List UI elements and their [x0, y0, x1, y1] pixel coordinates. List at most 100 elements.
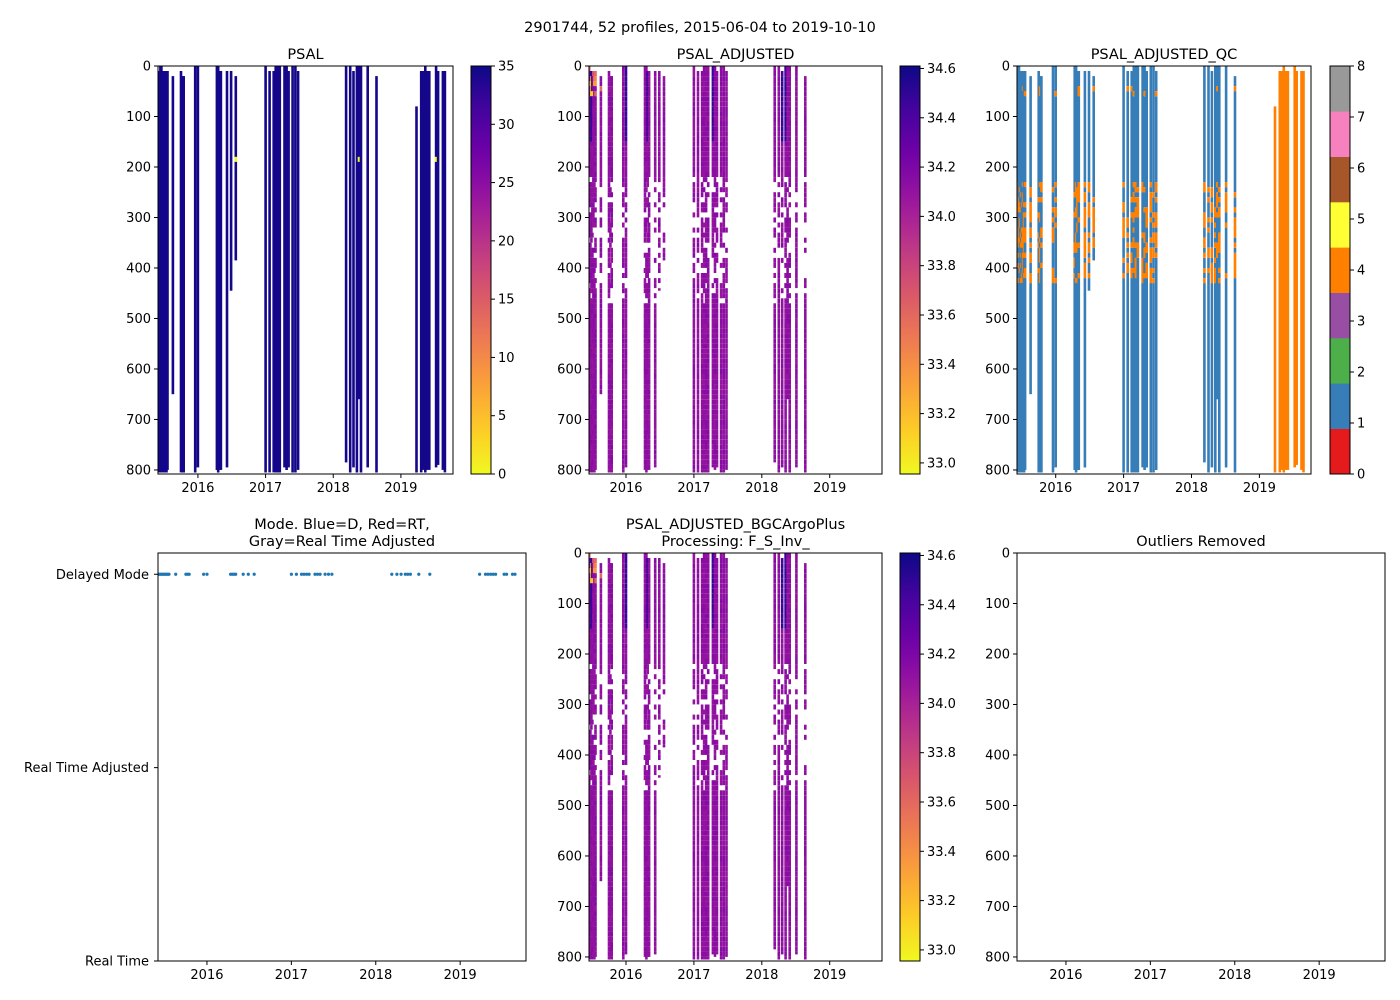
profile-cell — [804, 237, 807, 243]
profile-cell — [784, 187, 787, 193]
profile-cell — [653, 583, 657, 589]
profile-cell — [594, 946, 597, 952]
profile-cell — [646, 911, 649, 917]
profile-cell — [645, 901, 648, 907]
profile-cell — [646, 121, 649, 127]
profile-cell — [622, 583, 625, 589]
profile-cell — [777, 343, 781, 349]
profile-cell — [700, 298, 704, 304]
profile-cell — [804, 323, 807, 329]
profile-cell — [645, 638, 648, 644]
profile-cell — [653, 419, 657, 425]
profile-cell — [645, 227, 648, 233]
profile-cell — [647, 901, 651, 907]
profile-cell — [1083, 278, 1087, 468]
profile-cell — [607, 911, 611, 917]
profile-cell — [1029, 222, 1032, 228]
profile-cell — [704, 379, 708, 390]
profile-cell — [599, 177, 603, 183]
profile-cell — [643, 454, 647, 460]
profile-cell — [643, 931, 647, 937]
profile-cell — [1214, 283, 1217, 473]
profile-cell — [725, 434, 728, 440]
profile-cell — [788, 414, 791, 420]
profile-cell — [700, 161, 704, 167]
profile-cell — [622, 840, 625, 846]
profile-cell — [586, 96, 589, 101]
profile-cell — [607, 348, 611, 354]
profile-cell — [609, 770, 612, 776]
profile-cell — [788, 252, 791, 258]
profile-cell — [784, 71, 787, 76]
profile-cell — [647, 288, 651, 294]
profile-cell — [1134, 247, 1138, 258]
profile-cell — [773, 384, 776, 390]
profile-cell — [1152, 268, 1155, 273]
profile-cell — [622, 414, 625, 420]
profile-cell — [653, 177, 657, 183]
profile-cell — [1134, 182, 1138, 193]
profile-cell — [599, 197, 603, 208]
profile-cell — [645, 553, 648, 558]
profile-cell — [594, 192, 597, 198]
profile-cell — [786, 328, 789, 334]
profile-cell — [784, 121, 787, 132]
profile-cell — [1077, 222, 1081, 243]
profile-cell — [646, 941, 649, 947]
profile-cell — [653, 187, 657, 193]
profile-cell — [725, 303, 728, 309]
profile-cell — [586, 694, 589, 699]
profile-cell — [702, 394, 706, 400]
profile-cell — [229, 71, 233, 291]
profile-cell — [725, 409, 728, 420]
profile-cell — [646, 358, 649, 364]
profile-cell — [711, 348, 715, 354]
profile-cell — [594, 845, 597, 851]
profile-cell — [594, 187, 597, 193]
profile-cell — [594, 207, 597, 213]
profile-cell — [795, 384, 798, 390]
profile-cell — [609, 906, 612, 912]
profile-cell — [624, 623, 628, 629]
profile-cell — [592, 734, 595, 740]
profile-cell — [784, 470, 787, 473]
profile-cell — [599, 835, 603, 841]
profile-cell — [607, 222, 611, 228]
profile-cell — [622, 197, 625, 203]
profile-cell — [784, 111, 787, 117]
profile-cell — [599, 338, 603, 344]
profile-cell — [711, 141, 715, 147]
profile-cell — [607, 780, 611, 786]
profile-cell — [662, 648, 666, 654]
profile-cell — [653, 76, 657, 82]
profile-cell — [722, 454, 726, 460]
profile-cell — [692, 328, 696, 334]
profile-cell — [704, 86, 708, 92]
profile-cell — [777, 318, 781, 324]
profile-cell — [692, 810, 696, 816]
profile-cell — [1132, 192, 1136, 203]
profile-cell — [1132, 222, 1136, 228]
profile-cell — [706, 146, 710, 152]
profile-cell — [624, 429, 628, 435]
profile-cell — [599, 379, 603, 385]
profile-cell — [784, 252, 787, 258]
profile-cell — [722, 343, 726, 349]
profile-cell — [725, 247, 728, 253]
profile-cell — [645, 623, 648, 629]
profile-cell — [711, 111, 715, 117]
profile-cell — [777, 146, 781, 152]
profile-cell — [1224, 273, 1228, 278]
profile-cell — [643, 578, 647, 584]
profile-cell — [609, 121, 612, 127]
profile-cell — [702, 66, 706, 71]
profile-cell — [722, 374, 726, 379]
profile-cell — [702, 111, 706, 117]
profile-cell — [599, 384, 603, 390]
profile-cell — [788, 303, 791, 309]
profile-cell — [646, 755, 649, 760]
profile-cell — [711, 106, 715, 112]
profile-cell — [607, 608, 611, 614]
profile-cell — [780, 444, 784, 450]
profile-cell — [784, 459, 787, 465]
